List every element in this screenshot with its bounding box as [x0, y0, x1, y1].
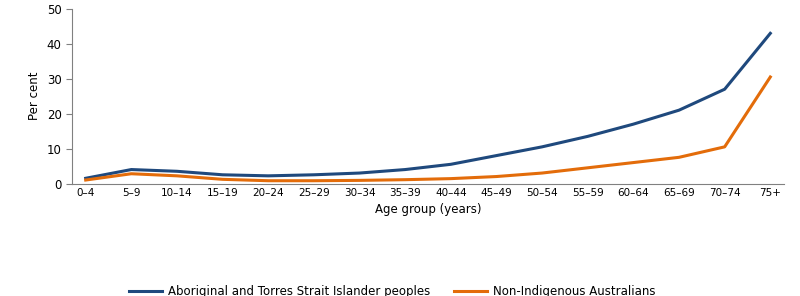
Aboriginal and Torres Strait Islander peoples: [720, 87, 730, 91]
Aboriginal and Torres Strait Islander peoples: [172, 170, 182, 173]
Line: Non-Indigenous Australians: Non-Indigenous Australians: [86, 77, 770, 181]
Non-Indigenous Australians: [766, 75, 775, 79]
Non-Indigenous Australians: [81, 178, 90, 182]
Aboriginal and Torres Strait Islander peoples: [354, 171, 364, 175]
Non-Indigenous Australians: [583, 166, 593, 170]
Non-Indigenous Australians: [309, 179, 318, 183]
Aboriginal and Torres Strait Islander peoples: [674, 108, 684, 112]
Non-Indigenous Australians: [126, 172, 136, 176]
Aboriginal and Torres Strait Islander peoples: [492, 154, 502, 157]
Non-Indigenous Australians: [674, 156, 684, 159]
Legend: Aboriginal and Torres Strait Islander peoples, Non-Indigenous Australians: Aboriginal and Torres Strait Islander pe…: [125, 280, 660, 296]
Aboriginal and Torres Strait Islander peoples: [218, 173, 227, 176]
Aboriginal and Torres Strait Islander peoples: [309, 173, 318, 176]
Aboriginal and Torres Strait Islander peoples: [263, 174, 273, 178]
Aboriginal and Torres Strait Islander peoples: [629, 122, 638, 126]
Non-Indigenous Australians: [354, 178, 364, 182]
Line: Aboriginal and Torres Strait Islander peoples: Aboriginal and Torres Strait Islander pe…: [86, 33, 770, 178]
X-axis label: Age group (years): Age group (years): [374, 203, 482, 216]
Aboriginal and Torres Strait Islander peoples: [126, 168, 136, 171]
Non-Indigenous Australians: [492, 175, 502, 178]
Non-Indigenous Australians: [263, 179, 273, 183]
Aboriginal and Torres Strait Islander peoples: [81, 176, 90, 180]
Aboriginal and Torres Strait Islander peoples: [538, 145, 547, 149]
Non-Indigenous Australians: [218, 178, 227, 181]
Aboriginal and Torres Strait Islander peoples: [766, 32, 775, 35]
Non-Indigenous Australians: [400, 178, 410, 181]
Y-axis label: Per cent: Per cent: [28, 72, 41, 120]
Non-Indigenous Australians: [538, 171, 547, 175]
Aboriginal and Torres Strait Islander peoples: [400, 168, 410, 171]
Non-Indigenous Australians: [172, 174, 182, 178]
Aboriginal and Torres Strait Islander peoples: [446, 163, 456, 166]
Non-Indigenous Australians: [629, 161, 638, 164]
Non-Indigenous Australians: [446, 177, 456, 180]
Aboriginal and Torres Strait Islander peoples: [583, 135, 593, 138]
Non-Indigenous Australians: [720, 145, 730, 149]
